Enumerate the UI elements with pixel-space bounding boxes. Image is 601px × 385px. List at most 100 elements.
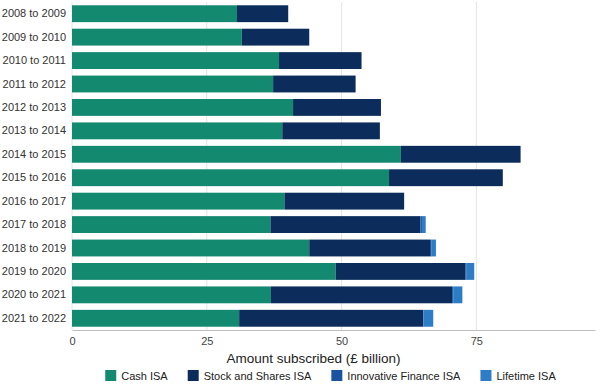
bar [380,99,381,116]
y-tick: 2013 to 2014 [2,124,72,136]
bar [520,146,521,163]
bar [271,286,452,303]
series [422,216,474,327]
y-tick: 2014 to 2015 [2,148,72,160]
bar [279,52,361,69]
bar [379,122,380,139]
plot: 2008 to 2009 2009 to 2010 2010 to 2011 2011… [2,2,596,347]
y-tick-label: 2013 to 2014 [2,124,66,136]
bar [420,216,422,233]
y-tick: 2021 to 2022 [2,312,72,324]
y-tick-label: 2011 to 2012 [3,78,66,90]
bar [237,5,288,22]
y-tick-label: 2015 to 2016 [2,171,66,183]
y-tick: 2011 to 2012 [3,78,72,90]
y-tick-label: 2014 to 2015 [2,148,66,160]
legend-swatch [188,370,199,381]
bar [72,29,242,46]
bar [336,263,466,280]
legend-item: Innovative Finance ISA [331,370,461,382]
bar [72,286,271,303]
bar [520,146,521,163]
grid-line [341,2,342,330]
bar [72,122,282,139]
bar [309,240,430,257]
x-tick-label: 25 [201,335,213,347]
y-axis: 2008 to 2009 2009 to 2010 2010 to 2011 2011… [2,7,72,324]
bar [432,240,436,257]
grid-line [476,2,477,330]
bar [430,240,432,257]
bar [293,99,381,116]
bar [361,52,362,69]
bar [72,263,336,280]
bar [452,286,453,303]
legend-swatch [480,370,491,381]
bar [288,5,289,22]
grid-line [206,2,207,330]
y-tick: 2012 to 2013 [2,101,72,113]
bar [466,263,467,280]
bar [467,263,475,280]
bar [72,52,279,69]
x-tick: 0 [69,330,75,347]
y-tick: 2017 to 2018 [2,218,72,230]
bar [72,169,389,186]
x-axis: 0 25 50 75 [69,330,595,347]
x-tick-label: 75 [471,335,483,347]
bar [361,52,362,69]
series [420,216,466,327]
y-tick: 2019 to 2020 [2,265,72,277]
y-tick-label: 2008 to 2009 [2,7,66,19]
x-tick-label: 0 [69,335,75,347]
y-tick-label: 2010 to 2011 [3,54,66,66]
bar [72,99,293,116]
bar [273,76,355,93]
legend-label: Innovative Finance ISA [347,370,461,382]
bar [355,76,356,93]
x-tick: 75 [471,330,483,347]
bar [453,286,462,303]
bar [309,29,310,46]
legend-label: Lifetime ISA [496,370,556,382]
grid-line [72,2,73,330]
legend-swatch [105,370,116,381]
bar [72,146,401,163]
bar [72,76,273,93]
legend-item: Stock and Shares ISA [188,370,312,382]
legend-item: Cash ISA [105,370,168,382]
bar [404,193,405,210]
bar [380,99,381,116]
chart: 2008 to 2009 2009 to 2010 2010 to 2011 2011… [0,0,601,385]
grid [72,2,476,330]
y-tick: 2020 to 2021 [2,288,72,300]
y-tick-label: 2017 to 2018 [2,218,66,230]
x-tick-label: 50 [336,335,348,347]
bar [502,169,503,186]
y-tick-label: 2019 to 2020 [2,265,66,277]
legend-label: Cash ISA [121,370,168,382]
bar [355,76,356,93]
y-tick-label: 2018 to 2019 [2,242,66,254]
legend: Cash ISA Stock and Shares ISA Innovative F… [105,370,556,382]
y-tick: 2010 to 2011 [3,54,72,66]
x-tick: 50 [336,330,348,347]
y-tick-label: 2020 to 2021 [2,288,66,300]
bar [379,122,380,139]
bar [72,5,237,22]
bar [309,29,310,46]
bar [502,169,503,186]
bar [72,193,284,210]
y-tick-label: 2009 to 2010 [2,31,66,43]
bar [72,216,270,233]
x-axis-line [73,330,596,331]
bar [284,193,404,210]
y-tick: 2016 to 2017 [2,195,72,207]
bar [282,122,380,139]
y-tick: 2018 to 2019 [2,242,72,254]
series [237,5,521,326]
bar [389,169,503,186]
y-tick-label: 2021 to 2022 [2,312,66,324]
bar [72,240,309,257]
y-tick: 2008 to 2009 [2,7,72,19]
